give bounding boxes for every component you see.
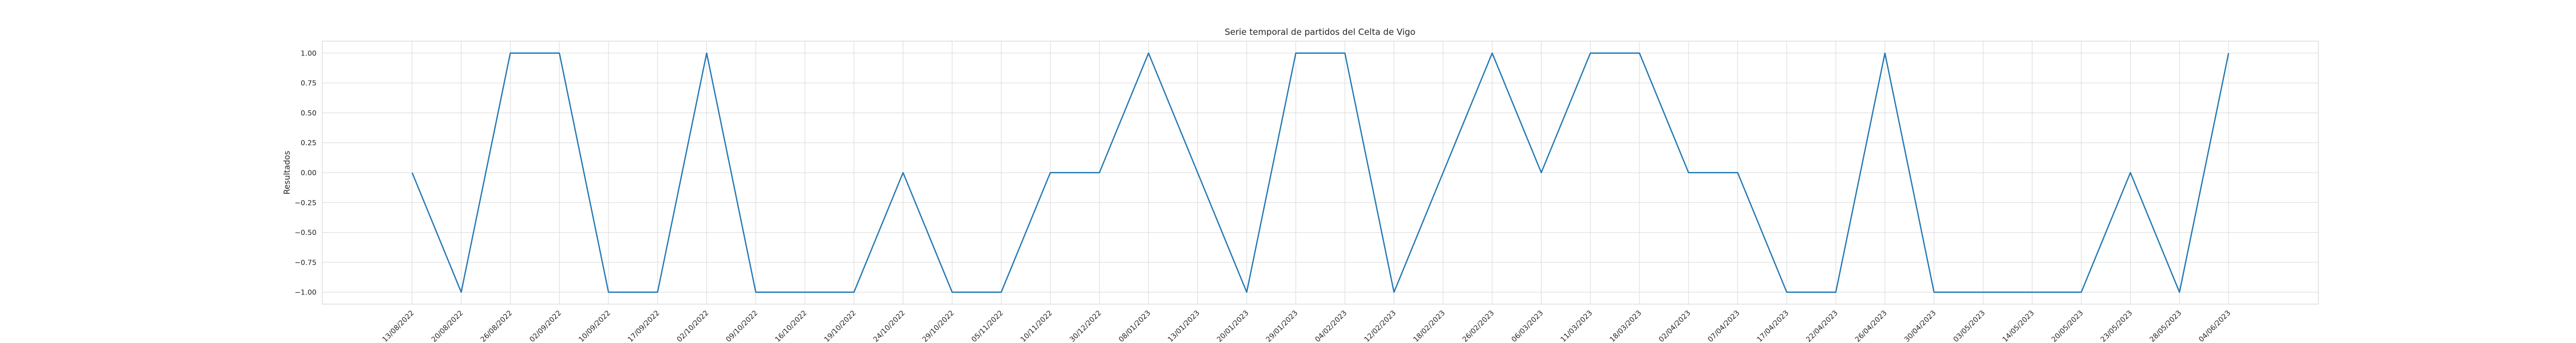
x-tick-label: 14/05/2023	[2001, 309, 2036, 343]
x-tick-label: 23/05/2023	[2099, 309, 2134, 343]
x-tick-label: 28/05/2023	[2148, 309, 2183, 343]
y-axis-label: Resultados	[283, 151, 292, 195]
x-tick-label: 02/10/2022	[675, 309, 710, 343]
x-tick-label: 29/01/2023	[1264, 309, 1299, 343]
y-tick-label: −0.75	[295, 258, 317, 266]
y-tick-label: −0.50	[295, 228, 317, 237]
x-tick-label: 24/10/2022	[871, 309, 907, 343]
x-tick-label: 30/04/2023	[1902, 309, 1938, 343]
x-tick-label: 07/04/2023	[1706, 309, 1741, 343]
x-axis-ticks: 13/08/2022 20/08/2022 26/08/2022 02/09/2022…	[380, 309, 2232, 343]
x-tick-label: 26/02/2023	[1460, 309, 1496, 343]
y-tick-label: 0.50	[301, 109, 317, 117]
x-tick-label: 09/10/2022	[724, 309, 760, 343]
x-tick-label: 18/02/2023	[1411, 309, 1447, 343]
x-tick-label: 11/03/2023	[1559, 309, 1594, 343]
x-tick-label: 17/04/2023	[1755, 309, 1791, 343]
x-tick-label: 20/08/2022	[429, 309, 465, 343]
x-tick-label: 10/09/2022	[577, 309, 613, 343]
series-line	[411, 52, 2230, 293]
x-tick-label: 16/10/2022	[773, 309, 809, 343]
x-tick-label: 03/05/2023	[1951, 309, 1987, 343]
y-tick-label: 0.25	[301, 138, 317, 147]
x-tick-label: 30/12/2022	[1068, 309, 1103, 343]
x-tick-label: 17/09/2022	[626, 309, 661, 343]
x-tick-label: 06/03/2023	[1510, 309, 1545, 343]
x-tick-label: 04/06/2023	[2197, 309, 2233, 343]
x-tick-label: 08/01/2023	[1117, 309, 1152, 343]
plot-area	[322, 41, 2319, 305]
x-tick-label: 10/11/2022	[1018, 309, 1054, 343]
series-group	[411, 52, 2230, 293]
y-axis-ticks: −1.00 −0.75 −0.50 −0.25 0.00 0.25 0.50 0.75 1.00	[295, 49, 317, 296]
x-tick-label: 26/04/2023	[1853, 309, 1888, 343]
y-tick-label: −0.25	[295, 198, 317, 207]
grid	[322, 41, 2318, 304]
x-tick-label: 20/05/2023	[2049, 309, 2085, 343]
x-tick-label: 13/08/2022	[380, 309, 416, 343]
y-tick-label: 0.75	[301, 79, 317, 87]
x-tick-label: 04/02/2023	[1313, 309, 1349, 343]
x-tick-label: 02/09/2022	[528, 309, 563, 343]
x-tick-label: 18/03/2023	[1608, 309, 1643, 343]
x-tick-label: 20/01/2023	[1215, 309, 1250, 343]
y-tick-label: 1.00	[301, 49, 317, 57]
x-tick-label: 19/10/2022	[822, 309, 858, 343]
y-tick-label: 0.00	[301, 169, 317, 177]
x-tick-label: 26/08/2022	[479, 309, 514, 343]
chart-title: Serie temporal de partidos del Celta de …	[1224, 27, 1415, 37]
x-tick-label: 29/10/2022	[920, 309, 956, 343]
x-tick-label: 12/02/2023	[1362, 309, 1398, 343]
x-tick-label: 02/04/2023	[1657, 309, 1692, 343]
x-tick-label: 05/11/2022	[970, 309, 1005, 343]
x-tick-label: 13/01/2023	[1166, 309, 1202, 343]
y-tick-label: −1.00	[295, 288, 317, 297]
x-tick-label: 22/04/2023	[1804, 309, 1840, 343]
